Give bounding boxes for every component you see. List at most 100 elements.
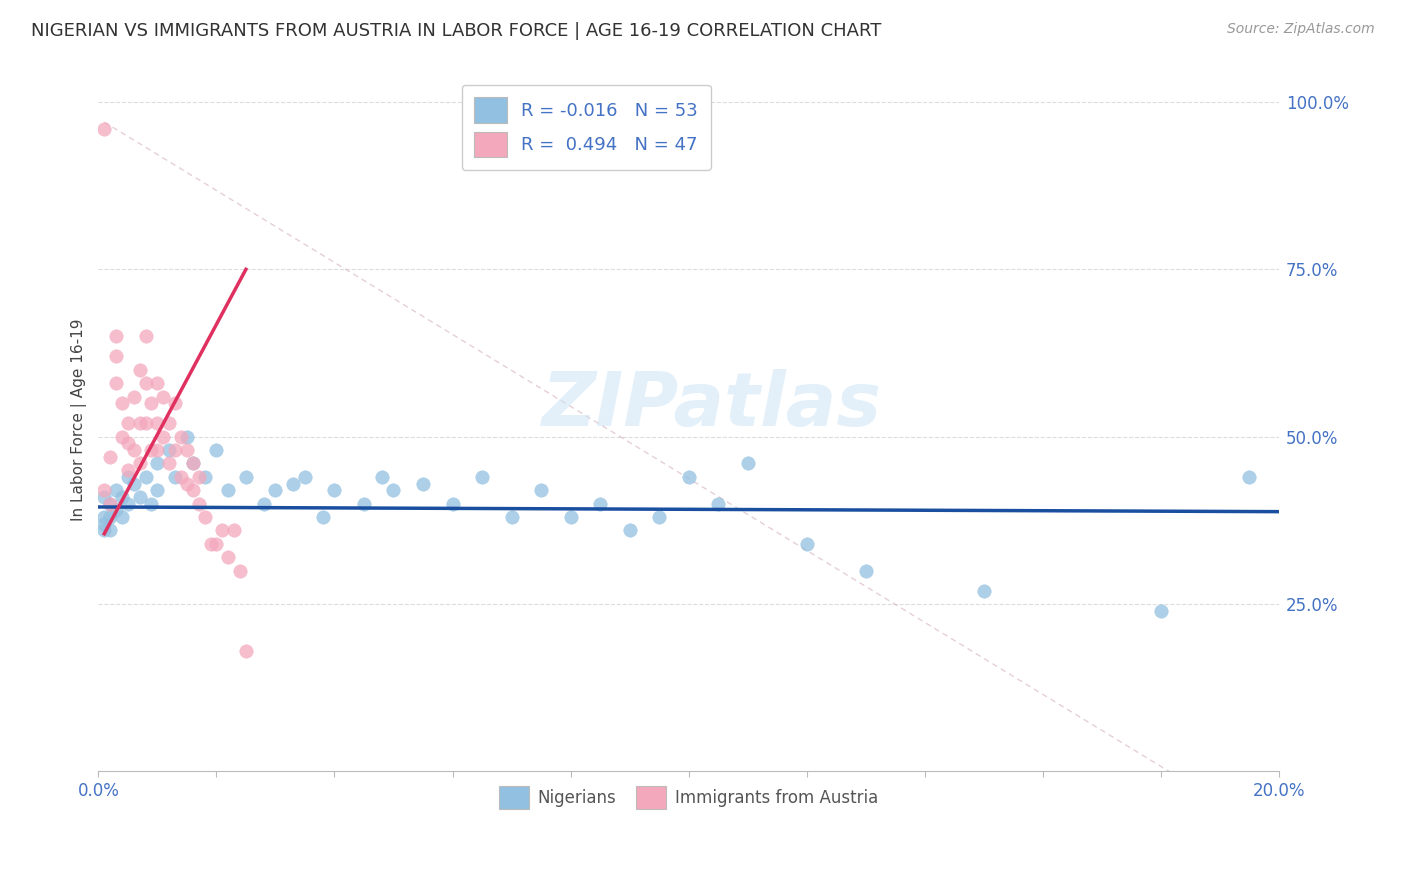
Point xyxy=(323,483,346,498)
Point xyxy=(93,524,115,538)
Point xyxy=(93,483,115,498)
Point xyxy=(117,497,139,511)
Point xyxy=(235,470,257,484)
Point xyxy=(737,457,759,471)
Point xyxy=(170,470,193,484)
Point xyxy=(93,121,115,136)
Point xyxy=(98,524,121,538)
Point xyxy=(311,510,333,524)
Point xyxy=(141,497,163,511)
Point xyxy=(146,417,169,431)
Point xyxy=(264,483,287,498)
Point xyxy=(412,476,434,491)
Point xyxy=(146,443,169,458)
Point xyxy=(117,470,139,484)
Point xyxy=(1150,604,1173,618)
Point xyxy=(217,483,239,498)
Point xyxy=(105,350,128,364)
Point xyxy=(441,497,464,511)
Point xyxy=(194,470,217,484)
Point xyxy=(205,537,228,551)
Point xyxy=(93,516,115,531)
Point xyxy=(98,497,121,511)
Point xyxy=(135,329,157,343)
Point xyxy=(530,483,553,498)
Point xyxy=(122,390,145,404)
Point xyxy=(141,443,163,458)
Point xyxy=(187,497,209,511)
Point xyxy=(229,564,252,578)
Point xyxy=(111,490,134,504)
Point xyxy=(252,497,274,511)
Point xyxy=(105,376,128,391)
Point xyxy=(281,476,304,491)
Point xyxy=(128,417,150,431)
Point xyxy=(501,510,523,524)
Point xyxy=(128,490,150,504)
Point xyxy=(471,470,494,484)
Point xyxy=(353,497,375,511)
Point xyxy=(93,510,115,524)
Point xyxy=(105,483,128,498)
Point xyxy=(973,583,995,598)
Point xyxy=(152,430,174,444)
Point xyxy=(98,510,121,524)
Y-axis label: In Labor Force | Age 16-19: In Labor Force | Age 16-19 xyxy=(72,318,87,521)
Point xyxy=(135,470,157,484)
Point xyxy=(165,443,187,458)
Point xyxy=(211,524,233,538)
Point xyxy=(117,436,139,450)
Point xyxy=(181,483,204,498)
Point xyxy=(1239,470,1261,484)
Point xyxy=(170,430,193,444)
Point xyxy=(146,483,169,498)
Point xyxy=(146,376,169,391)
Point xyxy=(619,524,641,538)
Point xyxy=(217,550,239,565)
Point xyxy=(111,430,134,444)
Point xyxy=(187,470,209,484)
Point xyxy=(141,396,163,410)
Point xyxy=(98,450,121,464)
Point xyxy=(181,457,204,471)
Point xyxy=(152,390,174,404)
Point xyxy=(135,417,157,431)
Point xyxy=(111,510,134,524)
Point xyxy=(176,476,198,491)
Point xyxy=(648,510,671,524)
Point xyxy=(135,376,157,391)
Point xyxy=(117,463,139,477)
Point xyxy=(205,443,228,458)
Point xyxy=(157,417,180,431)
Point xyxy=(146,457,169,471)
Point xyxy=(181,457,204,471)
Text: NIGERIAN VS IMMIGRANTS FROM AUSTRIA IN LABOR FORCE | AGE 16-19 CORRELATION CHART: NIGERIAN VS IMMIGRANTS FROM AUSTRIA IN L… xyxy=(31,22,882,40)
Point xyxy=(105,329,128,343)
Point xyxy=(796,537,818,551)
Legend: Nigerians, Immigrants from Austria: Nigerians, Immigrants from Austria xyxy=(492,779,884,816)
Point xyxy=(560,510,582,524)
Point xyxy=(200,537,222,551)
Point xyxy=(176,430,198,444)
Point xyxy=(370,470,392,484)
Point xyxy=(128,457,150,471)
Point xyxy=(117,417,139,431)
Point xyxy=(678,470,700,484)
Point xyxy=(111,396,134,410)
Text: ZIPatlas: ZIPatlas xyxy=(543,369,882,442)
Point xyxy=(93,490,115,504)
Point xyxy=(105,503,128,517)
Point xyxy=(707,497,730,511)
Point xyxy=(194,510,217,524)
Point xyxy=(157,457,180,471)
Point xyxy=(122,476,145,491)
Point xyxy=(165,470,187,484)
Point xyxy=(235,644,257,658)
Text: Source: ZipAtlas.com: Source: ZipAtlas.com xyxy=(1227,22,1375,37)
Point xyxy=(176,443,198,458)
Point xyxy=(855,564,877,578)
Point xyxy=(165,396,187,410)
Point xyxy=(157,443,180,458)
Point xyxy=(224,524,246,538)
Point xyxy=(98,497,121,511)
